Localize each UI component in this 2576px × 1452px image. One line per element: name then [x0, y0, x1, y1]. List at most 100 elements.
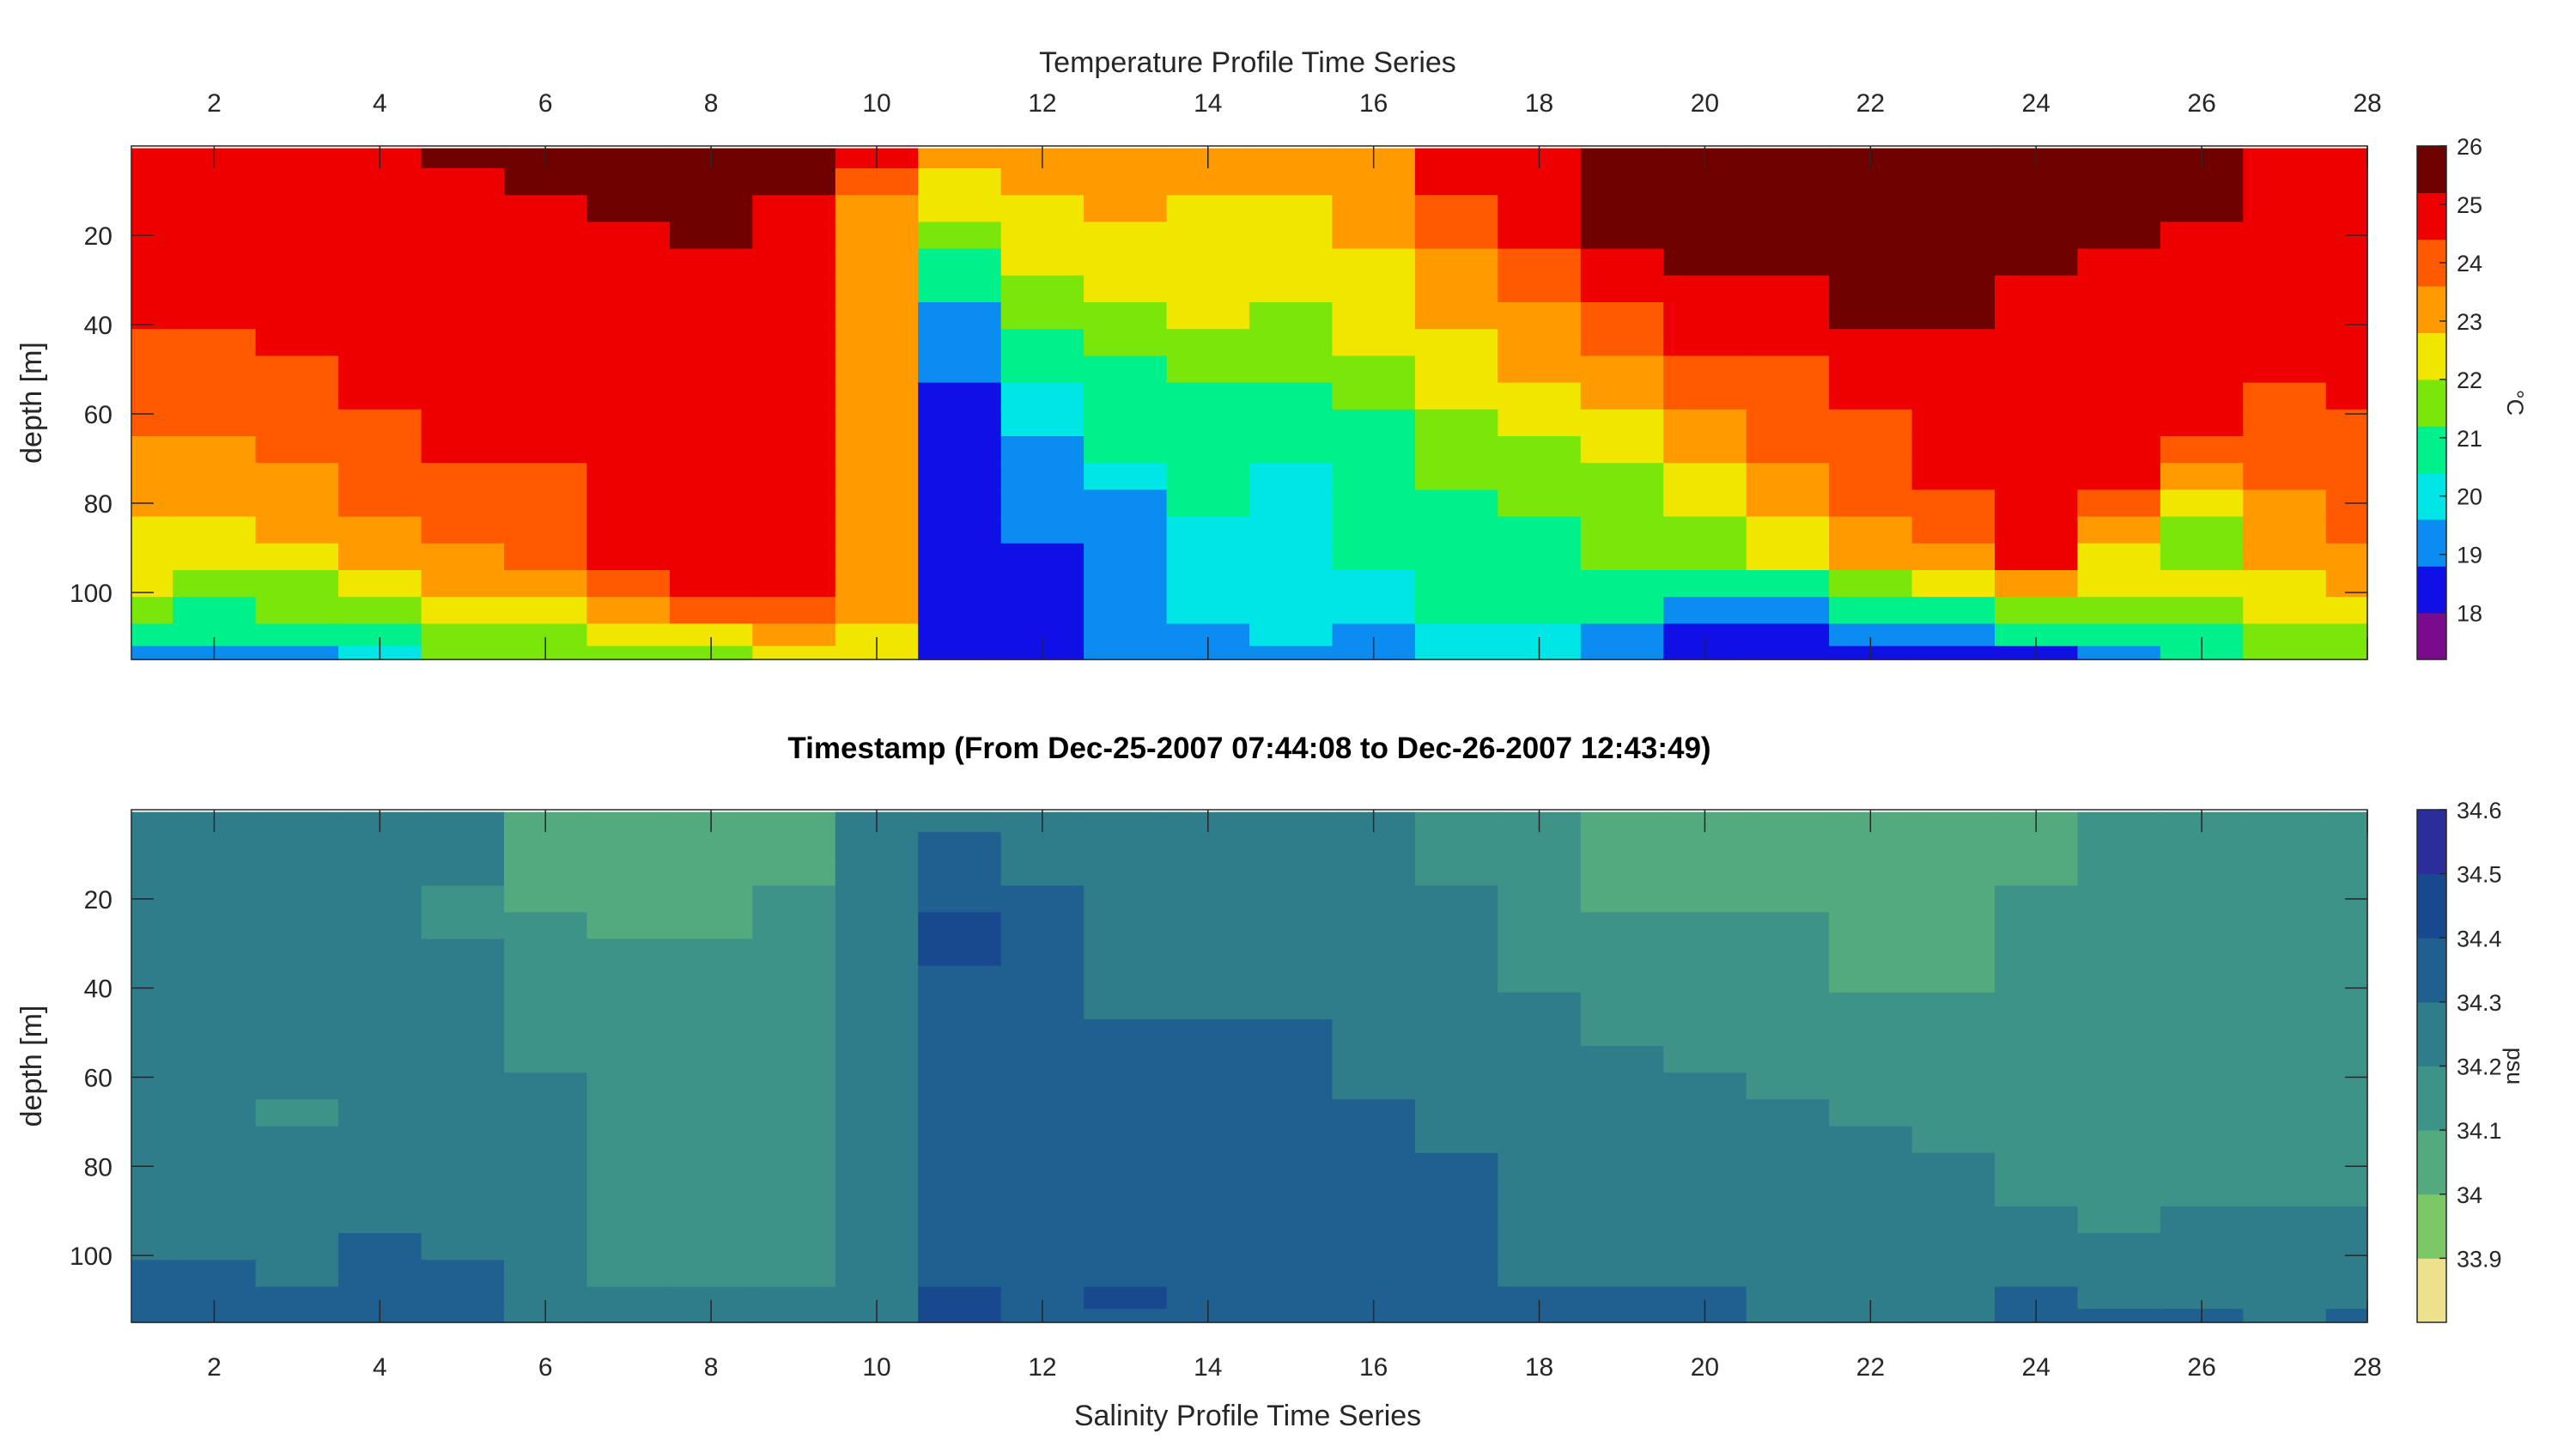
salinity-cell — [835, 1126, 919, 1154]
salinity-cell — [669, 992, 754, 1020]
salinity-cell — [1911, 1260, 1996, 1288]
temperature-cell — [835, 195, 919, 223]
salinity-cell — [1995, 939, 2079, 967]
salinity-cell — [752, 1046, 836, 1073]
temperature-cell — [752, 597, 836, 625]
salinity-cell — [1000, 1179, 1084, 1207]
salinity-cell — [1084, 1286, 1168, 1310]
temperature-colorbar-tick-label: 26 — [2457, 134, 2482, 160]
salinity-cell — [1000, 1099, 1084, 1127]
salinity-cell — [2077, 859, 2161, 886]
salinity-cell — [1332, 859, 1416, 886]
temperature-cell — [2077, 623, 2161, 647]
salinity-cell — [2160, 912, 2245, 940]
salinity-cell — [586, 832, 671, 860]
temperature-cell — [131, 275, 173, 303]
temperature-cell — [1498, 275, 1582, 303]
salinity-cell — [2325, 811, 2368, 833]
salinity-cell — [1746, 1099, 1830, 1127]
temperature-cell — [1414, 222, 1499, 250]
temperature-cell — [2325, 382, 2368, 410]
salinity-cell — [1995, 1126, 2079, 1154]
temperature-cell — [504, 355, 588, 384]
salinity-cell — [835, 1072, 919, 1101]
temperature-colorbar-segment — [2417, 146, 2446, 193]
salinity-cell — [421, 1206, 505, 1234]
salinity-xtick-label: 6 — [538, 1353, 553, 1382]
temperature-cell — [835, 516, 919, 544]
salinity-colorbar-segment — [2417, 810, 2446, 875]
temperature-cell — [1911, 409, 1996, 437]
salinity-cell — [1332, 832, 1416, 860]
temperature-cell — [1000, 329, 1084, 357]
salinity-cell — [918, 1126, 1002, 1154]
salinity-cell — [504, 832, 588, 860]
salinity-cell — [2243, 912, 2327, 940]
temperature-xtick-label: 4 — [373, 89, 387, 118]
salinity-cell — [1746, 939, 1830, 967]
temperature-cell — [918, 597, 1002, 625]
temperature-cell — [1166, 409, 1250, 437]
salinity-cell — [586, 965, 671, 993]
salinity-cell — [421, 965, 505, 993]
salinity-colorbar-segment — [2417, 873, 2446, 939]
salinity-cell — [1000, 912, 1084, 940]
temperature-colorbar-tick-label: 19 — [2457, 543, 2482, 568]
salinity-cell — [2077, 811, 2161, 833]
temperature-cell — [1084, 409, 1168, 437]
salinity-cell — [586, 992, 671, 1020]
temperature-cell — [1166, 355, 1250, 384]
temperature-cell — [173, 489, 257, 518]
temperature-cell — [1746, 248, 1830, 276]
salinity-cell — [1249, 1179, 1334, 1207]
temperature-cell — [1166, 195, 1250, 223]
salinity-cell — [255, 1152, 339, 1181]
temperature-cell — [1498, 168, 1582, 196]
temperature-cell — [173, 195, 257, 223]
temperature-cell — [421, 248, 505, 276]
salinity-cell — [2325, 1260, 2368, 1288]
salinity-cell — [2077, 1152, 2161, 1181]
temperature-cell — [1000, 222, 1084, 250]
salinity-cell — [131, 811, 173, 833]
temperature-cell — [2243, 382, 2327, 410]
salinity-cell — [173, 965, 257, 993]
salinity-cell — [669, 1046, 754, 1073]
temperature-cell — [1084, 275, 1168, 303]
temperature-cell — [1829, 597, 1913, 625]
temperature-cell — [421, 355, 505, 384]
temperature-cell — [1249, 489, 1334, 518]
timestamp-title: Timestamp (From Dec-25-2007 07:44:08 to … — [787, 732, 1710, 765]
temperature-cell — [918, 516, 1002, 544]
temperature-cell — [2077, 516, 2161, 544]
salinity-cell — [1663, 1126, 1747, 1154]
salinity-cell — [1332, 1260, 1416, 1288]
temperature-cell — [586, 436, 671, 464]
salinity-cell — [504, 965, 588, 993]
temperature-cell — [421, 329, 505, 357]
salinity-cell — [1414, 1206, 1499, 1234]
temperature-cell — [1580, 148, 1664, 169]
salinity-cell — [421, 811, 505, 833]
salinity-cell — [1995, 1019, 2079, 1047]
temperature-cell — [2160, 382, 2245, 410]
salinity-cell — [1084, 965, 1168, 993]
temperature-cell — [1746, 623, 1830, 647]
salinity-cell — [752, 939, 836, 967]
temperature-cell — [1084, 463, 1168, 491]
temperature-cell — [1829, 302, 1913, 330]
salinity-cell — [2160, 885, 2245, 914]
temperature-cell — [504, 168, 588, 196]
salinity-cell — [1249, 992, 1334, 1020]
salinity-cell — [2160, 1099, 2245, 1127]
salinity-cell — [1498, 912, 1582, 940]
salinity-cell — [1084, 1099, 1168, 1127]
salinity-cell — [2325, 1019, 2368, 1047]
salinity-panel: 2 4 6 8 10 12 14 16 18 20 22 24 26 2820406080100depth… — [15, 798, 2528, 1432]
temperature-cell — [752, 168, 836, 196]
salinity-cell — [255, 1072, 339, 1101]
temperature-cell — [504, 516, 588, 544]
salinity-cell — [1414, 1072, 1499, 1101]
salinity-cell — [586, 1126, 671, 1154]
temperature-cell — [421, 148, 505, 169]
